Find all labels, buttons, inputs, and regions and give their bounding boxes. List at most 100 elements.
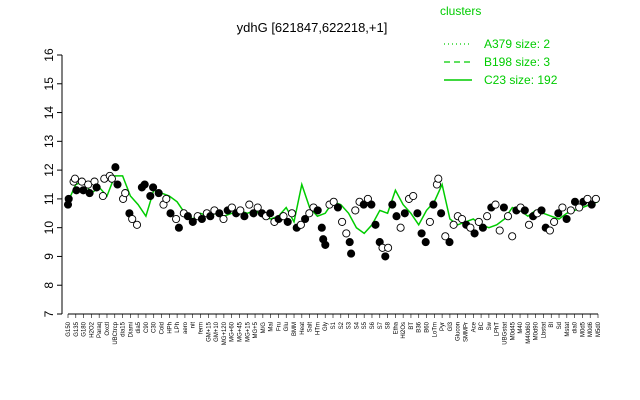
x-tick-label: M0d45 bbox=[510, 321, 516, 340]
x-tick-label: Sd bbox=[557, 322, 563, 329]
data-point bbox=[132, 220, 142, 229]
x-tick-label: C30 bbox=[152, 321, 158, 333]
x-tick-label: BMM bbox=[292, 322, 298, 336]
data-point bbox=[591, 194, 600, 203]
data-point bbox=[215, 209, 224, 218]
data-point bbox=[371, 220, 380, 229]
y-tick-label: 8 bbox=[42, 282, 56, 289]
data-point bbox=[466, 223, 475, 232]
data-point bbox=[388, 200, 397, 209]
data-point bbox=[457, 214, 467, 224]
x-tick-label: Salt bbox=[308, 322, 314, 333]
data-point bbox=[249, 209, 258, 218]
data-point bbox=[146, 191, 155, 201]
x-tick-label: Gly bbox=[323, 322, 329, 331]
data-point bbox=[266, 209, 275, 218]
x-tick-label: GM+15 bbox=[206, 321, 212, 342]
data-point bbox=[520, 206, 529, 215]
x-tick-label: Etha bbox=[393, 321, 399, 334]
y-tick-label: 14 bbox=[42, 106, 56, 120]
data-point bbox=[562, 214, 571, 224]
x-tick-label: Mstat bbox=[565, 322, 571, 337]
data-point bbox=[305, 209, 314, 218]
x-tick-label: MG+60 bbox=[230, 321, 236, 342]
data-point bbox=[113, 180, 122, 189]
data-point bbox=[206, 212, 215, 221]
x-tick-label: Lbstat bbox=[541, 322, 547, 339]
x-tick-label: Sw bbox=[487, 321, 493, 330]
data-point bbox=[64, 194, 73, 203]
data-point bbox=[524, 220, 534, 229]
legend-title: clusters bbox=[440, 4, 481, 18]
data-point bbox=[587, 200, 596, 209]
data-point bbox=[583, 194, 592, 203]
data-point bbox=[70, 174, 80, 183]
legend-label-a379: A379 size: 2 bbox=[484, 37, 550, 51]
x-tick-label: nit bbox=[191, 322, 197, 329]
x-tick-label: M5d0 bbox=[596, 321, 602, 337]
data-point bbox=[174, 223, 183, 232]
data-point bbox=[301, 214, 310, 224]
data-point bbox=[491, 200, 500, 209]
data-point bbox=[503, 212, 513, 221]
legend-label-b198: B198 size: 3 bbox=[484, 55, 550, 69]
data-point bbox=[437, 209, 446, 218]
x-tick-label: LPhT bbox=[495, 322, 501, 337]
data-point bbox=[392, 212, 401, 221]
data-point bbox=[570, 197, 580, 206]
data-point bbox=[474, 217, 483, 226]
x-tick-label: SMMPr bbox=[464, 322, 470, 342]
data-point bbox=[434, 174, 443, 183]
y-tick-label: 15 bbox=[42, 77, 56, 91]
x-tick-label: G180 bbox=[82, 321, 88, 336]
data-point bbox=[313, 206, 322, 215]
data-point bbox=[98, 191, 107, 201]
x-tick-label: dia5 bbox=[136, 321, 142, 333]
data-point bbox=[321, 240, 330, 249]
y-tick-label: 7 bbox=[42, 310, 56, 317]
data-point bbox=[409, 191, 418, 201]
x-tick-label: LPh bbox=[175, 322, 181, 333]
x-tick-label: BT bbox=[409, 322, 415, 330]
y-tick-label: 16 bbox=[42, 48, 56, 62]
x-tick-label: S3 bbox=[347, 321, 353, 329]
x-tick-label: M0d5 bbox=[580, 321, 586, 337]
data-point bbox=[413, 209, 422, 218]
x-tick-label: G135 bbox=[74, 321, 80, 336]
data-point bbox=[381, 252, 390, 261]
data-point bbox=[554, 209, 563, 218]
data-point bbox=[253, 203, 262, 212]
data-point bbox=[240, 212, 249, 221]
x-tick-label: aero bbox=[183, 321, 189, 334]
y-tick-label: 13 bbox=[42, 134, 56, 148]
x-tick-label: B60 bbox=[425, 321, 431, 332]
data-point bbox=[162, 194, 171, 203]
data-point bbox=[478, 223, 487, 232]
x-tick-label: dia15 bbox=[121, 321, 127, 336]
data-point bbox=[347, 249, 356, 258]
data-point bbox=[172, 214, 181, 224]
data-point bbox=[338, 217, 347, 226]
x-tick-label: BC bbox=[479, 321, 485, 330]
legend-label-c23: C23 size: 192 bbox=[484, 73, 558, 87]
data-point bbox=[566, 206, 575, 215]
x-tick-label: LoTm bbox=[432, 322, 438, 337]
data-point bbox=[508, 232, 517, 241]
legend: clusters A379 size: 2 B198 size: 3 C23 s… bbox=[440, 4, 558, 87]
x-tick-label: M0d90 bbox=[534, 321, 540, 340]
data-point bbox=[245, 200, 254, 209]
x-tick-label: S4 bbox=[354, 321, 360, 329]
x-tick-label: H2O2 bbox=[89, 321, 95, 337]
x-tick-label: Ace bbox=[471, 321, 477, 332]
data-point bbox=[495, 226, 504, 235]
data-point bbox=[85, 189, 94, 198]
x-tick-label: M0d6 bbox=[588, 321, 594, 337]
y-tick-label: 11 bbox=[42, 192, 56, 205]
data-point bbox=[351, 206, 360, 215]
data-point bbox=[421, 238, 430, 247]
data-point bbox=[575, 203, 584, 212]
x-tick-label: Pyr bbox=[440, 322, 446, 331]
data-point bbox=[345, 238, 354, 247]
data-point bbox=[396, 223, 405, 232]
x-tick-label: MG+15 bbox=[245, 321, 251, 342]
